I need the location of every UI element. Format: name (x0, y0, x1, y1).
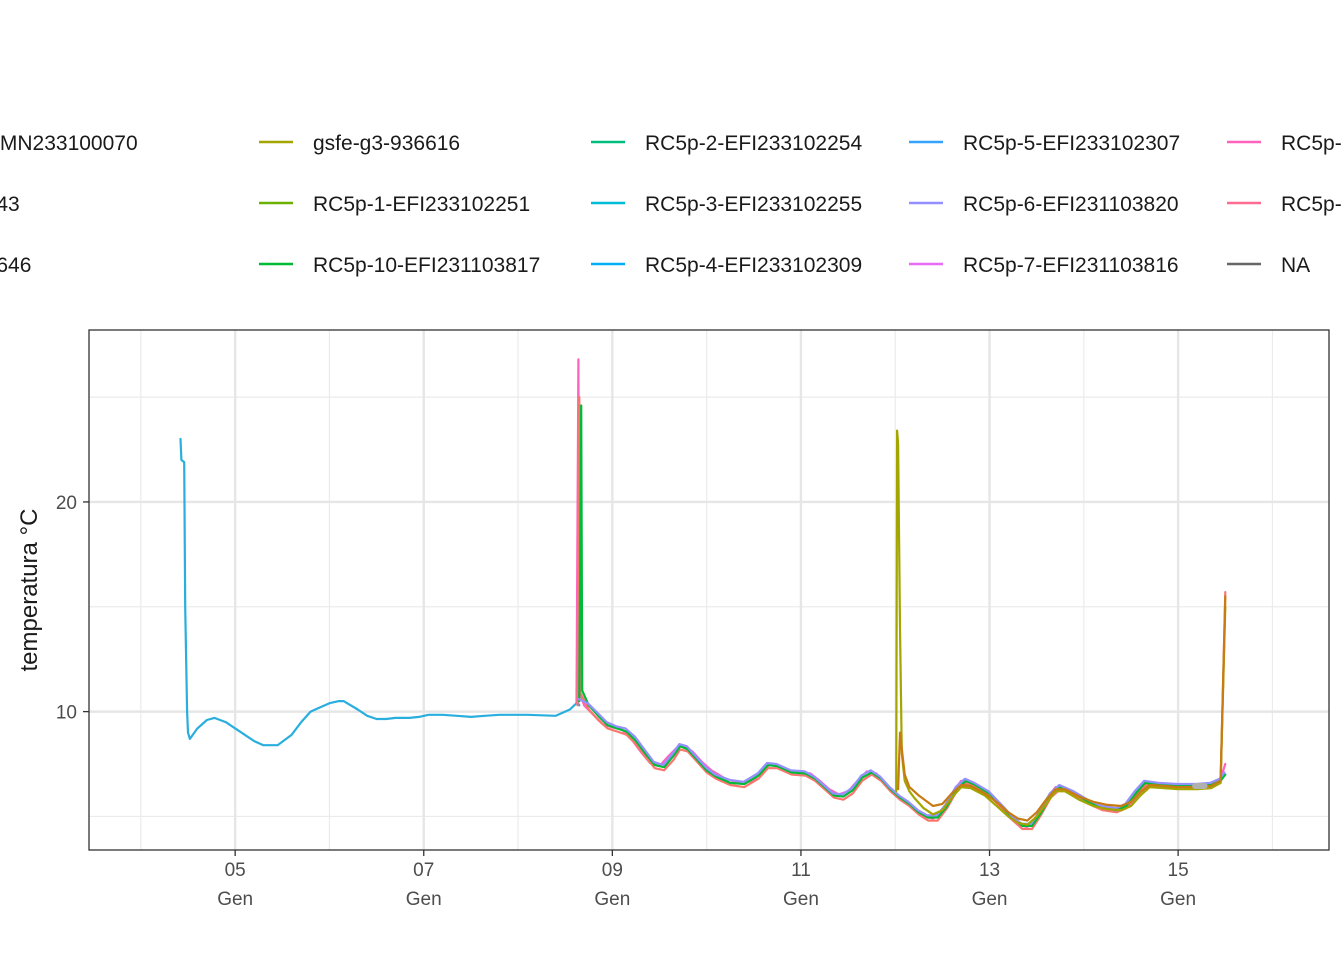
y-tick-label: 20 (56, 493, 77, 514)
panel-border (88, 329, 1330, 851)
legend-label: RC5p-7-EFI231103816 (963, 254, 1179, 277)
legend: 10e-1-CMN233100070 -1-936643 -g2-936646 gsf… (0, 132, 1342, 277)
y-axis: 10 20 (56, 493, 89, 724)
legend-label: RC5p-2-EFI233102254 (645, 132, 862, 155)
legend-label: RC5p- (1281, 193, 1342, 216)
legend-label: RC5p-4-EFI233102309 (645, 254, 862, 277)
x-tick-label: 13 (979, 860, 1000, 881)
x-tick-sublabel: Gen (217, 889, 253, 910)
legend-label: -g2-936646 (0, 254, 31, 277)
legend-label: RC5p-6-EFI231103820 (963, 193, 1179, 216)
legend-label: RC5p-10-EFI231103817 (313, 254, 540, 277)
x-tick-sublabel: Gen (1160, 889, 1196, 910)
legend-label: RC5p-1-EFI233102251 (313, 193, 530, 216)
x-tick-sublabel: Gen (972, 889, 1008, 910)
legend-label: NA (1281, 254, 1310, 277)
legend-label: gsfe-g3-936616 (313, 132, 460, 155)
legend-label: -1-936643 (0, 193, 20, 216)
x-tick-sublabel: Gen (406, 889, 442, 910)
x-tick-sublabel: Gen (594, 889, 630, 910)
x-tick-label: 07 (413, 860, 434, 881)
series-line-4 (578, 404, 1227, 828)
y-axis-title: temperatura °C (16, 509, 43, 672)
series-line-6 (895, 429, 1227, 826)
y-tick-label: 10 (56, 703, 77, 724)
x-tick-label: 05 (225, 860, 246, 881)
x-tick-label: 11 (791, 860, 811, 881)
series-line-7 (896, 595, 1227, 822)
panel-background (89, 330, 1329, 850)
legend-label: RC5p- (1281, 132, 1342, 155)
legend-label: 10e-1-CMN233100070 (0, 132, 138, 155)
series-line-1 (179, 437, 581, 747)
x-tick-sublabel: Gen (783, 889, 819, 910)
legend-label: RC5p-3-EFI233102255 (645, 193, 862, 216)
legend-label: RC5p-5-EFI233102307 (963, 132, 1180, 155)
x-tick-label: 09 (602, 860, 623, 881)
series-line-5 (577, 697, 1226, 825)
x-tick-label: 15 (1168, 860, 1189, 881)
x-axis: 05 Gen 07 Gen 09 Gen 11 Gen 13 Gen 15 Gen (217, 850, 1196, 910)
plot-panel (88, 329, 1330, 851)
